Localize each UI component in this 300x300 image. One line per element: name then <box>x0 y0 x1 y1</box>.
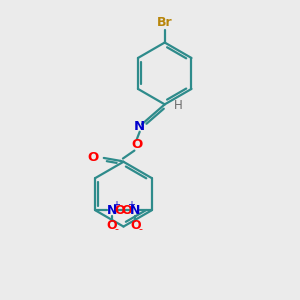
Text: O: O <box>106 219 117 232</box>
Text: O: O <box>130 219 141 232</box>
Text: O: O <box>131 138 142 151</box>
Text: O: O <box>122 204 132 217</box>
Text: N: N <box>134 120 145 133</box>
Text: H: H <box>174 99 182 112</box>
Text: +: + <box>112 200 120 210</box>
Text: -: - <box>139 224 143 234</box>
Text: -: - <box>115 224 119 234</box>
Text: N: N <box>106 204 117 217</box>
Text: Br: Br <box>157 16 172 29</box>
Text: +: + <box>127 200 135 210</box>
Text: O: O <box>115 204 125 217</box>
Text: N: N <box>130 204 140 217</box>
Text: O: O <box>88 151 99 164</box>
